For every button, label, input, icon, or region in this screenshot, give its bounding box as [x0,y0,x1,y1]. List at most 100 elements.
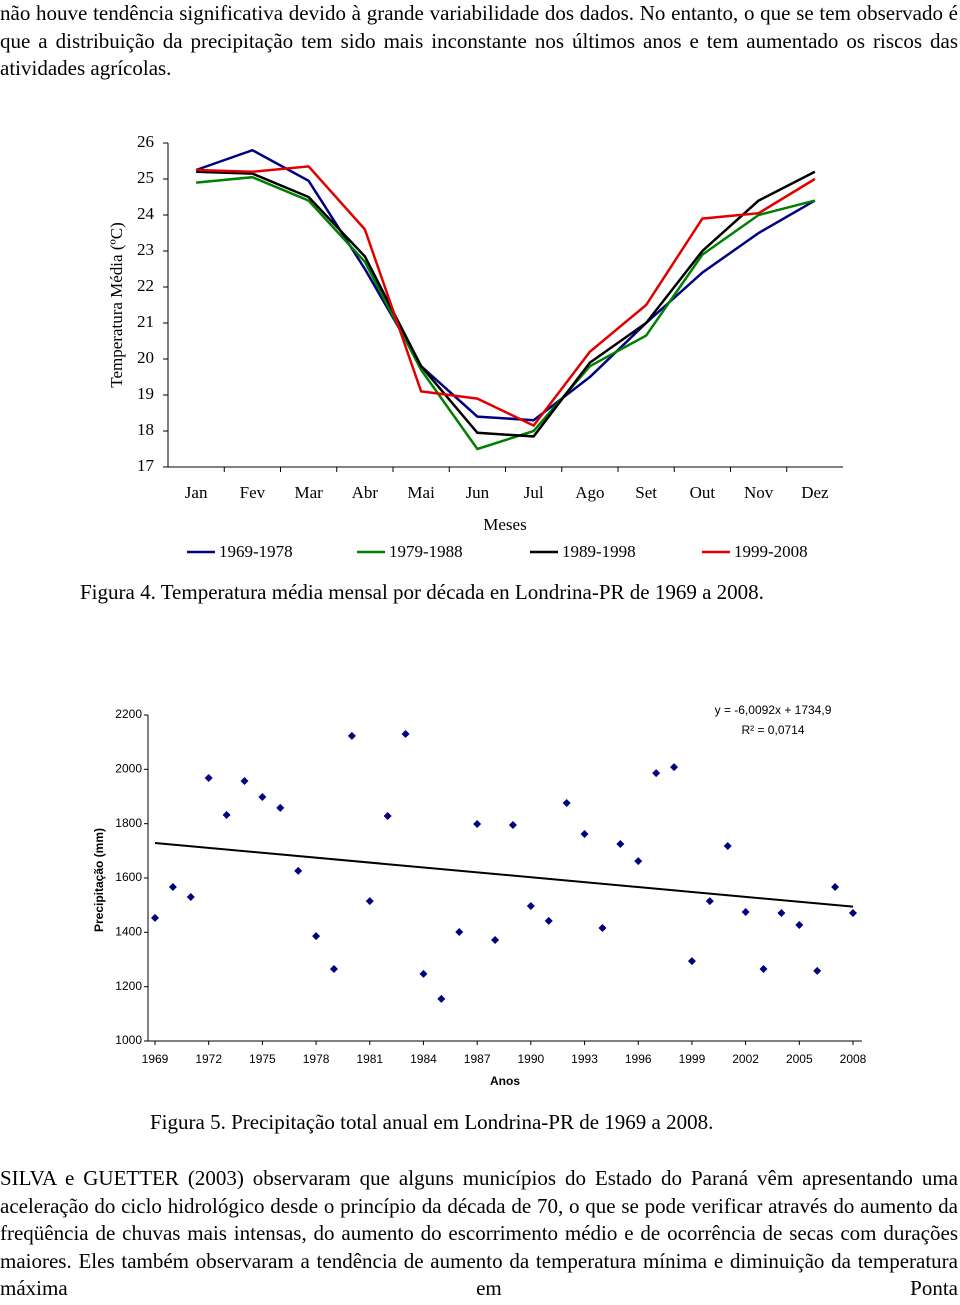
point [562,799,571,808]
x-tick-label: Fev [240,483,266,502]
x-tick-label: 2008 [840,1052,867,1066]
x-tick-label: Dez [801,483,829,502]
y-tick-label: 1600 [115,870,142,884]
point [383,812,392,821]
point [723,841,732,850]
point [276,803,285,812]
y-tick-label: 21 [137,312,154,331]
x-tick-label: 1984 [410,1052,437,1066]
x-tick-label: Ago [575,483,604,502]
x-tick-label: 1990 [517,1052,544,1066]
x-tick-label: Nov [744,483,774,502]
point [580,829,589,838]
x-tick-label: 1981 [356,1052,383,1066]
point [526,901,535,910]
equation: y = -6,0092x + 1734,9 [715,703,832,717]
x-tick-label: Mar [294,483,323,502]
x-tick-label: Mai [407,483,435,502]
x-tick-label: Set [635,483,657,502]
point [186,893,195,902]
point [222,810,231,819]
point [670,763,679,772]
y-tick-label: 17 [137,456,155,475]
paragraph: não houve tendência significativa devido… [0,1,958,80]
y-tick-label: 1800 [115,816,142,830]
point [634,857,643,866]
point [437,994,446,1003]
y-axis-label: Temperatura Média (ºC) [107,222,126,388]
point [705,897,714,906]
point [473,819,482,828]
x-tick-label: 1987 [464,1052,491,1066]
point [759,965,768,974]
x-tick-label: 1993 [571,1052,598,1066]
line-series [196,170,816,438]
y-axis-label: Precipitação (mm) [92,828,106,932]
point [365,897,374,906]
x-tick-label: Jan [185,483,208,502]
y-tick-label: 2200 [115,707,142,721]
x-tick-label: 2002 [732,1052,759,1066]
point [813,966,822,975]
point [401,730,410,739]
x-tick-label: 1972 [195,1052,222,1066]
paragraph: SILVA e GUETTER (2003) observaram que al… [0,1166,958,1300]
legend-label: 1979-1988 [389,542,463,561]
y-tick-label: 26 [137,132,154,151]
point [598,923,607,932]
y-tick-label: 1000 [115,1033,142,1047]
y-tick-label: 22 [137,276,154,295]
point [687,957,696,966]
legend-label: 1999-2008 [734,542,808,561]
point [831,882,840,891]
x-tick-label: 1975 [249,1052,276,1066]
y-tick-label: 2000 [115,762,142,776]
y-tick-label: 23 [137,240,154,259]
point [258,793,267,802]
point [294,866,303,875]
point [508,821,517,830]
x-axis-label: Meses [483,515,526,534]
chart: 17 18 19 20 21 22 23 24 25 26 Jan Fev Mar Abr Mai Jun Ju… [80,132,843,604]
point [795,920,804,929]
x-tick-label: Out [690,483,716,502]
x-tick-label: 1978 [303,1052,330,1066]
point [491,935,500,944]
point [168,882,177,891]
point [151,913,159,922]
line-series [196,165,816,428]
legend-label: 1989-1998 [562,542,636,561]
r-squared: R² = 0,0714 [741,723,804,737]
x-tick-label: 2005 [786,1052,813,1066]
trendline [154,841,854,908]
y-tick-label: 20 [137,348,154,367]
y-tick-label: 25 [137,168,154,187]
point [455,928,464,937]
line-series [195,148,816,422]
point [347,731,356,740]
point [312,932,321,941]
point [240,777,249,786]
point [616,840,625,849]
point [652,769,661,778]
point [204,774,213,783]
point [419,969,428,978]
line-series [196,175,816,451]
caption: Figura 4. Temperatura média mensal por d… [80,580,764,604]
x-axis-label: Anos [490,1074,520,1088]
y-tick-label: 1400 [115,925,142,939]
y-tick-label: 18 [137,420,154,439]
point [849,909,857,918]
x-tick-label: Jun [466,483,490,502]
point [741,907,750,916]
caption: Figura 5. Precipitação total anual em Lo… [150,1110,713,1134]
y-tick-label: 19 [137,384,154,403]
x-tick-label: 1999 [679,1052,706,1066]
x-tick-label: 1969 [142,1052,169,1066]
y-tick-label: 24 [137,204,155,223]
point [544,916,553,925]
y-tick-label: 1200 [115,979,142,993]
legend-label: 1969-1978 [219,542,293,561]
point [329,965,338,974]
